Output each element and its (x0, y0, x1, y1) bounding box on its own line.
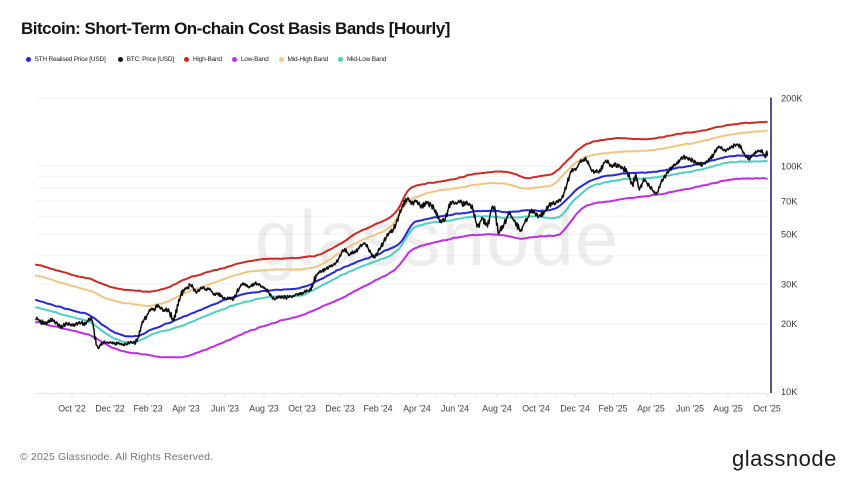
svg-text:200K: 200K (781, 93, 803, 103)
svg-text:Aug '24: Aug '24 (482, 403, 512, 413)
svg-text:Feb '25: Feb '25 (598, 403, 627, 413)
svg-text:Jun '25: Jun '25 (676, 403, 704, 413)
svg-text:Oct '24: Oct '24 (522, 403, 550, 413)
svg-text:Aug '25: Aug '25 (713, 403, 743, 413)
svg-text:Jun '24: Jun '24 (441, 403, 469, 413)
svg-text:Apr '23: Apr '23 (172, 403, 200, 413)
svg-text:Apr '25: Apr '25 (637, 403, 665, 413)
svg-text:Aug '23: Aug '23 (249, 403, 279, 413)
svg-text:30K: 30K (781, 279, 798, 289)
svg-text:Jun '23: Jun '23 (211, 403, 239, 413)
svg-text:50K: 50K (781, 229, 798, 239)
svg-text:Oct '23: Oct '23 (288, 403, 316, 413)
svg-text:Dec '23: Dec '23 (325, 403, 355, 413)
svg-text:Feb '24: Feb '24 (363, 403, 392, 413)
svg-text:Oct '25: Oct '25 (753, 403, 781, 413)
svg-text:Dec '24: Dec '24 (560, 403, 590, 413)
svg-text:20K: 20K (781, 319, 798, 329)
svg-text:Apr '24: Apr '24 (403, 403, 431, 413)
svg-text:70K: 70K (781, 196, 798, 206)
svg-text:100K: 100K (781, 161, 803, 171)
svg-text:Feb '23: Feb '23 (133, 403, 162, 413)
svg-text:Oct '22: Oct '22 (58, 403, 86, 413)
svg-text:Dec '22: Dec '22 (95, 403, 125, 413)
svg-text:10K: 10K (781, 387, 798, 397)
